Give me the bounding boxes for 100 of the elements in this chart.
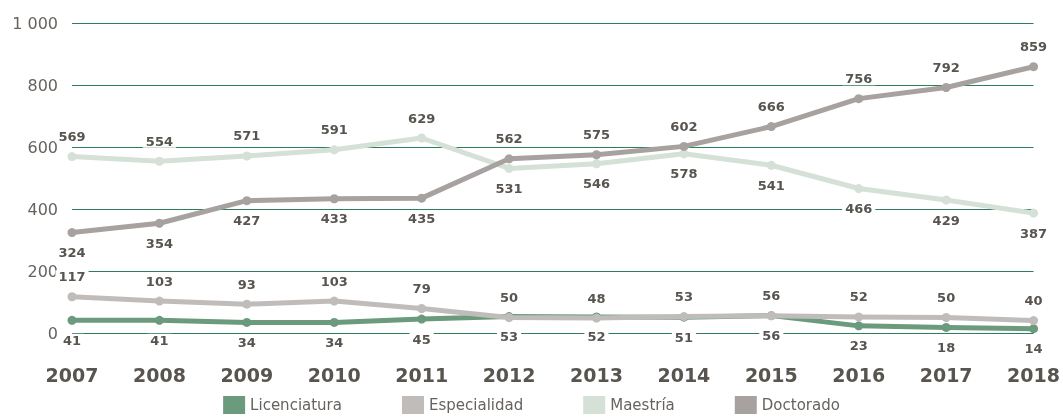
data-label: 427: [233, 213, 261, 229]
data-label: 569: [58, 129, 86, 145]
point: [242, 317, 252, 327]
data-label: 354: [145, 235, 173, 251]
data-label: 859: [1019, 39, 1048, 55]
point: [154, 315, 164, 325]
point: [67, 292, 77, 302]
point: [941, 195, 951, 205]
data-label: 56: [762, 288, 781, 304]
data-label: 571: [233, 128, 261, 144]
data-label: 50: [500, 290, 519, 305]
data-label: 40: [1024, 293, 1043, 309]
x-tick-label: 2009: [220, 363, 274, 386]
data-label: 433: [320, 211, 348, 227]
data-label: 666: [757, 99, 785, 115]
point: [329, 145, 339, 155]
x-tick-label: 2011: [395, 363, 449, 386]
x-tick-label: 2015: [744, 363, 798, 386]
data-label: 103: [320, 273, 348, 289]
data-label: 591: [320, 122, 348, 138]
data-label: 51: [674, 329, 693, 345]
data-label: 387: [1019, 225, 1048, 241]
point: [941, 322, 951, 332]
point: [417, 193, 427, 203]
data-label: 52: [849, 289, 868, 305]
point: [242, 196, 252, 206]
point: [854, 94, 864, 104]
data-label: 575: [582, 127, 611, 143]
data-label: 93: [237, 276, 256, 292]
legend-label: Especialidad: [428, 396, 524, 414]
y-tick-label: 1 000: [12, 13, 58, 33]
data-label: 324: [58, 245, 86, 261]
data-label: 541: [757, 177, 785, 193]
point: [154, 296, 164, 306]
x-tick-label: 2008: [132, 363, 186, 386]
x-tick-label: 2013: [570, 363, 623, 386]
point: [941, 313, 951, 322]
x-tick-label: 2016: [832, 363, 886, 386]
data-label: 103: [145, 273, 173, 289]
y-tick-label: 400: [27, 199, 58, 219]
point: [854, 184, 864, 194]
data-label: 50: [937, 290, 956, 305]
data-label: 14: [1024, 341, 1043, 357]
data-label: 23: [849, 338, 868, 354]
x-tick-label: 2018: [1007, 363, 1060, 386]
data-label: 435: [408, 210, 436, 226]
data-label: 53: [674, 289, 693, 305]
x-tick-label: 2012: [482, 363, 536, 386]
point: [67, 228, 77, 238]
point: [766, 160, 776, 170]
data-label: 56: [762, 328, 781, 344]
data-label: 52: [587, 329, 606, 345]
legend-label: Doctorado: [761, 396, 840, 414]
point: [242, 151, 252, 161]
data-label: 53: [500, 329, 519, 345]
point: [504, 154, 514, 164]
data-label: 466: [845, 201, 873, 217]
point: [417, 314, 427, 324]
data-label: 41: [62, 332, 82, 348]
point: [242, 299, 252, 309]
point: [67, 315, 77, 325]
point: [154, 218, 164, 228]
point: [941, 82, 951, 92]
point: [1029, 316, 1039, 326]
point: [766, 122, 776, 132]
legend-label: Maestría: [610, 396, 675, 414]
data-label: 34: [325, 334, 344, 350]
point: [679, 141, 689, 151]
x-tick-label: 2010: [307, 363, 361, 386]
point: [417, 304, 427, 314]
data-label: 546: [582, 176, 611, 192]
point: [1029, 62, 1039, 72]
data-label: 554: [145, 133, 173, 149]
point: [854, 321, 864, 331]
legend-label: Licenciatura: [250, 396, 342, 414]
data-label: 578: [670, 166, 698, 182]
data-label: 756: [845, 71, 873, 87]
point: [417, 133, 427, 143]
data-label: 79: [412, 281, 431, 297]
data-label: 18: [937, 339, 956, 355]
x-tick-label: 2007: [45, 363, 99, 386]
y-tick-label: 600: [27, 137, 58, 157]
x-tick-label: 2017: [919, 363, 973, 386]
data-label: 531: [495, 180, 523, 196]
data-label: 792: [932, 59, 960, 75]
point: [592, 159, 601, 169]
data-label: 429: [932, 212, 960, 228]
data-label: 117: [58, 269, 86, 285]
x-tick-label: 2014: [657, 363, 711, 386]
y-tick-label: 0: [47, 323, 58, 343]
point: [504, 163, 514, 173]
data-label: 45: [412, 331, 431, 347]
y-tick-label: 200: [27, 261, 58, 281]
data-label: 34: [237, 334, 256, 350]
point: [154, 156, 164, 166]
data-label: 41: [150, 332, 169, 348]
data-label: 48: [587, 290, 606, 306]
y-tick-label: 800: [27, 75, 58, 95]
point: [329, 296, 339, 306]
data-label: 629: [408, 110, 436, 126]
